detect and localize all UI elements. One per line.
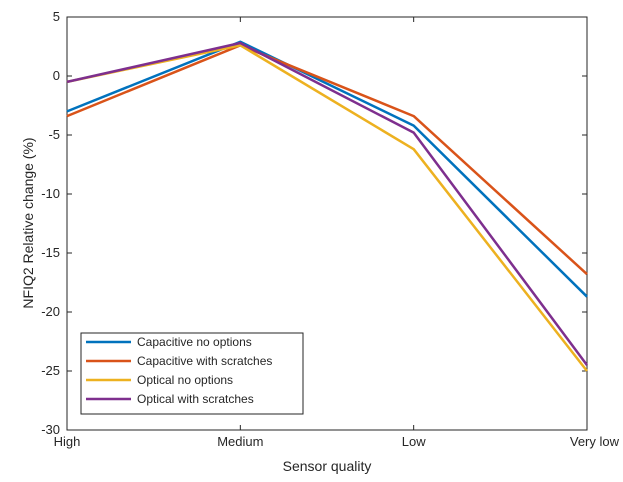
series-lines (66, 40, 589, 372)
y-tick-label: -30 (41, 422, 60, 437)
y-tick-label: -10 (41, 186, 60, 201)
y-tick-label: 0 (53, 68, 60, 83)
series-line-1 (66, 40, 588, 298)
legend-label: Optical with scratches (137, 392, 254, 406)
x-axis-label: Sensor quality (283, 458, 372, 474)
legend: Capacitive no options Capacitive with scr… (80, 332, 304, 415)
x-tick-label: Medium (217, 434, 263, 449)
y-tick-label: 5 (53, 9, 60, 24)
x-axis-ticks: High Medium Low Very low (54, 17, 620, 449)
x-tick-label: Low (402, 434, 426, 449)
y-tick-label: -5 (48, 127, 60, 142)
y-tick-label: -20 (41, 304, 60, 319)
y-tick-label: -15 (41, 245, 60, 260)
series-line-2 (66, 44, 588, 276)
x-tick-label: High (54, 434, 81, 449)
legend-box (80, 332, 304, 415)
y-axis-ticks: 5 0 -5 -10 -15 -20 -25 -30 (41, 9, 587, 437)
legend-label: Capacitive with scratches (137, 354, 272, 368)
x-tick-label: Very low (570, 434, 620, 449)
legend-label: Capacitive no options (137, 335, 252, 349)
y-tick-label: -25 (41, 363, 60, 378)
y-axis-label: NFIQ2 Relative change (%) (20, 137, 36, 308)
series-line-4 (66, 41, 589, 366)
legend-label: Optical no options (137, 373, 233, 387)
